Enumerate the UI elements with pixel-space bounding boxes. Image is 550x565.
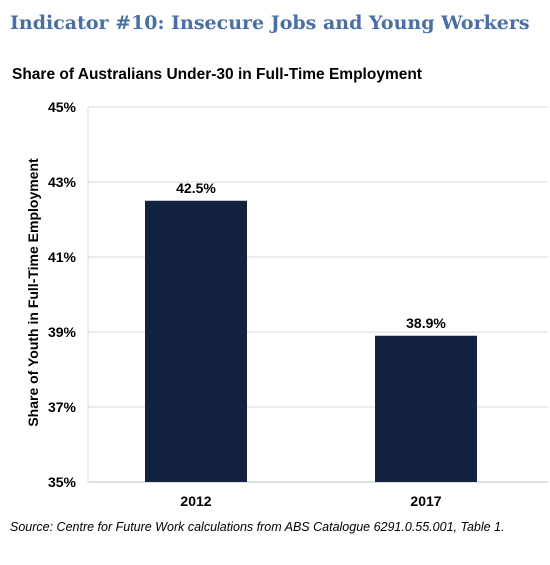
source-note: Source: Centre for Future Work calculati… xyxy=(10,520,505,534)
chart-title: Share of Australians Under-30 in Full-Ti… xyxy=(12,66,422,83)
labels: 35% 37% 39% 41% 43% 45% 42.5% 2012 38.9% 2017 Shar… xyxy=(25,99,446,509)
y-tick-label: 43% xyxy=(48,174,77,190)
x-category-label: 2012 xyxy=(180,493,211,509)
x-category-label: 2017 xyxy=(410,493,441,509)
y-tick-label: 37% xyxy=(48,399,77,415)
bars xyxy=(145,200,477,482)
y-tick-label: 41% xyxy=(48,249,77,265)
y-tick-label: 39% xyxy=(48,324,77,340)
y-tick-label: 45% xyxy=(48,99,77,115)
page-heading: Indicator #10: Insecure Jobs and Young W… xyxy=(10,12,530,34)
bar xyxy=(375,335,477,482)
data-label: 42.5% xyxy=(176,180,216,196)
bar xyxy=(145,200,247,482)
y-axis-label: Share of Youth in Full-Time Employment xyxy=(25,158,41,427)
y-tick-label: 35% xyxy=(48,474,77,490)
data-label: 38.9% xyxy=(406,315,446,331)
